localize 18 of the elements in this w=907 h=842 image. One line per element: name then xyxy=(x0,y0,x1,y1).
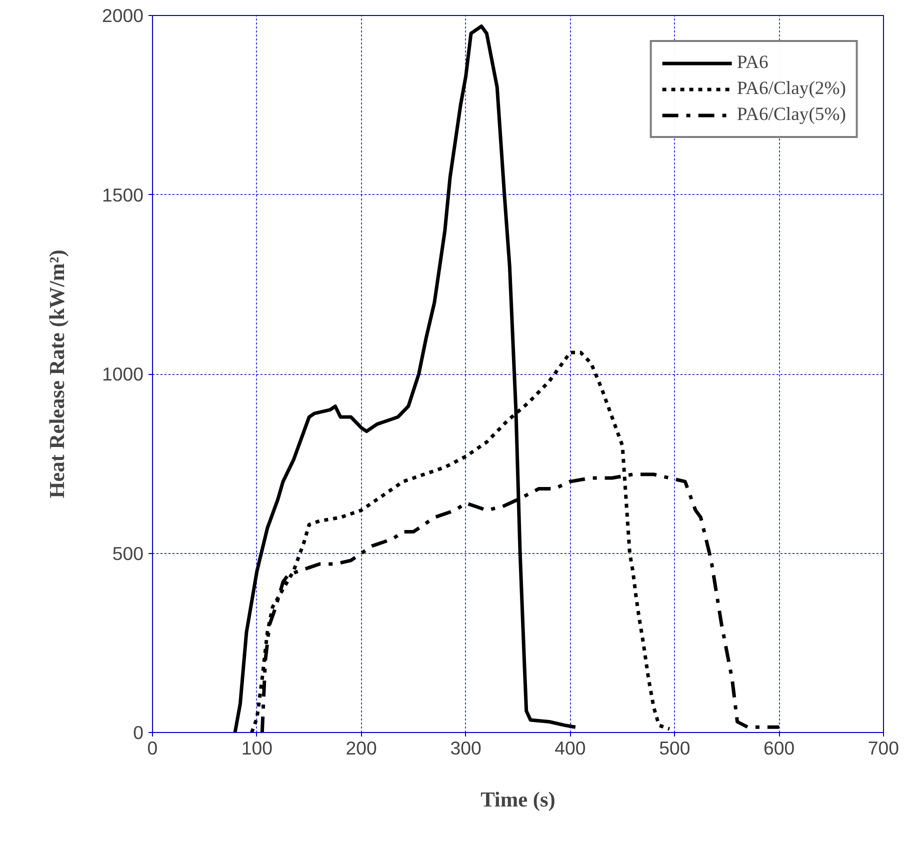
y-tick-label: 1000 xyxy=(102,364,144,384)
y-tick-label: 0 xyxy=(133,722,144,743)
legend-label: PA6 xyxy=(736,52,768,74)
x-tick-label: 300 xyxy=(450,738,482,758)
y-tick-label: 500 xyxy=(112,542,144,564)
legend-label: PA6/Clay(2%) xyxy=(736,78,846,100)
x-tick-label: 100 xyxy=(241,738,273,758)
y-axis-title: Heat Release Rate (kW/m²) xyxy=(44,250,69,498)
x-tick-label: 700 xyxy=(868,738,900,758)
x-tick-label: 500 xyxy=(659,738,690,758)
legend-label: PA6/Clay(5%) xyxy=(736,104,846,126)
y-tick-label: 1500 xyxy=(102,184,144,206)
x-tick-label: 0 xyxy=(147,738,158,758)
x-tick-label: 200 xyxy=(346,738,377,758)
x-axis-title: Time (s) xyxy=(480,788,556,812)
x-tick-label: 400 xyxy=(554,738,586,758)
y-tick-label: 2000 xyxy=(102,5,144,26)
x-tick-label: 600 xyxy=(764,738,795,758)
